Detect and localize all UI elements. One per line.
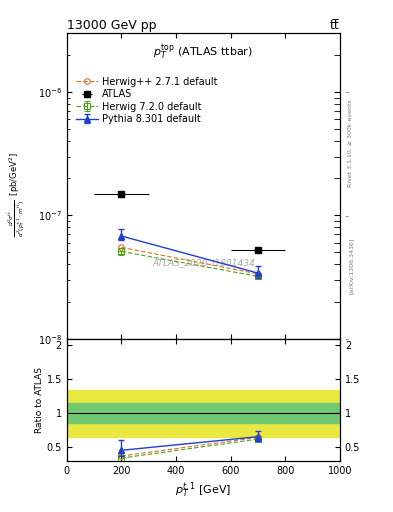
Text: tt̅: tt̅ (330, 19, 340, 32)
Text: [arXiv:1306.3436]: [arXiv:1306.3436] (349, 238, 354, 294)
Line: Herwig++ 2.7.1 default: Herwig++ 2.7.1 default (119, 245, 261, 276)
Bar (67, 403, 340, 423)
Legend: Herwig++ 2.7.1 default, ATLAS, Herwig 7.2.0 default, Pythia 8.301 default: Herwig++ 2.7.1 default, ATLAS, Herwig 7.… (74, 75, 219, 126)
Herwig++ 2.7.1 default (119, 244, 124, 250)
Text: ATLAS_2020_I1801434: ATLAS_2020_I1801434 (152, 258, 255, 267)
Herwig++ 2.7.1 default (256, 271, 261, 277)
Text: $p_T^{\mathrm{top}}$ (ATLAS ttbar): $p_T^{\mathrm{top}}$ (ATLAS ttbar) (153, 42, 253, 62)
Text: Rivet 3.1.10, ≥ 300k events: Rivet 3.1.10, ≥ 300k events (347, 99, 352, 187)
Text: $\frac{d^2\sigma^{t\bar{t}}}{d^2(p_T^{t,1}\cdot m^{t\bar{t}})}$  [pb/GeV$^2$]: $\frac{d^2\sigma^{t\bar{t}}}{d^2(p_T^{t,… (5, 152, 27, 237)
Bar (67, 390, 340, 437)
X-axis label: $p_T^{t,1}$ [GeV]: $p_T^{t,1}$ [GeV] (175, 481, 231, 501)
Text: 13000 GeV pp: 13000 GeV pp (67, 19, 156, 32)
Y-axis label: Ratio to ATLAS: Ratio to ATLAS (35, 367, 44, 433)
